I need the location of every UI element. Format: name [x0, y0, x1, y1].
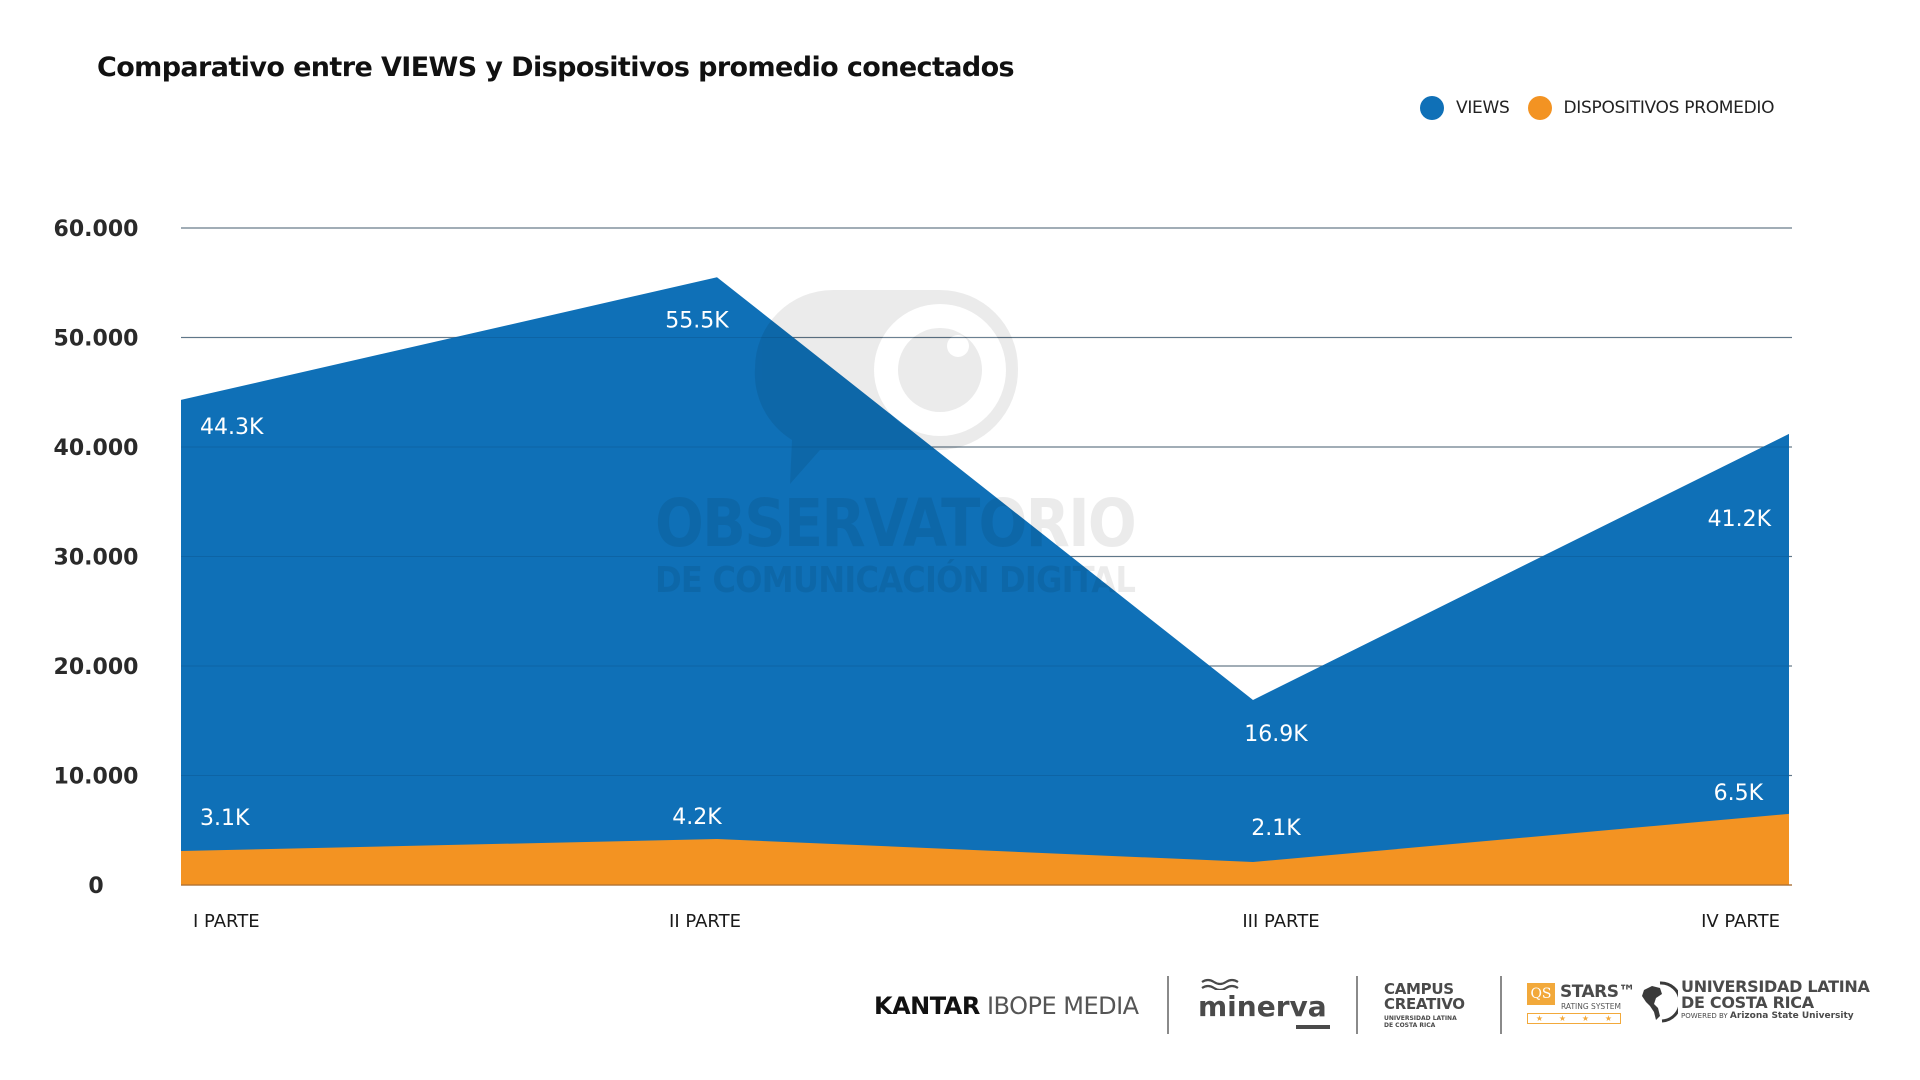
y-tick-label: 10.000 [54, 765, 139, 790]
legend: VIEWS DISPOSITIVOS PROMEDIO [1420, 96, 1792, 120]
y-axis: 0 10.000 20.000 30.000 40.000 50.000 60.000 [54, 217, 139, 899]
minerva-logo: minerva [1198, 990, 1327, 1023]
stars-subtitle: RATING SYSTEM [1561, 1002, 1621, 1011]
kantar-ibope-media-logo: KANTAR IBOPE MEDIA [874, 992, 1139, 1020]
x-tick-label: I PARTE [193, 911, 260, 932]
ulatina-powered: POWERED BY Arizona State University [1681, 1011, 1870, 1021]
data-label: 4.2K [672, 805, 722, 830]
y-tick-label: 40.000 [54, 436, 139, 461]
footer-divider [1167, 976, 1169, 1034]
legend-label-views: VIEWS [1456, 98, 1510, 118]
star-icon: ★ [1535, 1014, 1544, 1023]
footer-divider [1500, 976, 1502, 1034]
watermark-eye-icon [874, 304, 1006, 436]
legend-label-dispositivos: DISPOSITIVOS PROMEDIO [1563, 98, 1775, 118]
star-icon: ★ [1558, 1014, 1567, 1023]
series-areas [181, 227, 1792, 886]
asu-text: Arizona State University [1729, 1011, 1854, 1021]
minerva-underline [1296, 1025, 1330, 1029]
x-axis: I PARTE II PARTE III PARTE IV PARTE [193, 911, 1780, 932]
legend-swatch-views [1420, 96, 1444, 120]
legend-item-dispositivos[interactable]: DISPOSITIVOS PROMEDIO [1527, 96, 1775, 120]
data-label: 3.1K [200, 806, 250, 831]
campus-line4: DE COSTA RICA [1384, 1022, 1436, 1029]
kantar-text: KANTAR [874, 992, 980, 1020]
chart-title: Comparativo entre VIEWS y Dispositivos p… [97, 52, 1015, 83]
y-tick-label: 30.000 [54, 546, 139, 571]
footer-divider [1356, 976, 1358, 1034]
campus-creativo-logo: CAMPUS CREATIVO UNIVERSIDAD LATINA DE CO… [1384, 980, 1465, 1030]
campus-line2: CREATIVO [1384, 995, 1465, 1013]
data-label: 55.5K [665, 308, 729, 333]
area-chart: OBSERVATORIO DE COMUNICACIÓN DIGITAL 0 10… [54, 217, 1792, 932]
data-label: 6.5K [1714, 781, 1764, 806]
watermark: OBSERVATORIO DE COMUNICACIÓN DIGITAL [655, 290, 1137, 601]
legend-swatch-dispositivos [1527, 96, 1552, 120]
y-tick-label: 20.000 [54, 655, 139, 680]
powered-by-text: POWERED BY [1681, 1012, 1728, 1020]
watermark-line2: DE COMUNICACIÓN DIGITAL [655, 559, 1135, 601]
ulatina-line1: UNIVERSIDAD LATINA [1681, 977, 1870, 996]
globe-icon [1642, 981, 1678, 1023]
star-icon: ★ [1604, 1014, 1613, 1023]
minerva-waves-icon [1201, 978, 1239, 990]
legend-item-views[interactable]: VIEWS [1420, 96, 1510, 120]
x-tick-label: III PARTE [1242, 911, 1319, 932]
stars-rating: ★ ★ ★ ★ [1527, 1013, 1621, 1024]
y-tick-label: 0 [88, 874, 103, 899]
watermark-bubble-icon [754, 290, 1019, 484]
area-dispositivos [181, 813, 1789, 885]
campus-line1: CAMPUS [1384, 980, 1454, 998]
watermark-highlight [947, 335, 969, 357]
watermark-pupil [898, 328, 982, 412]
area-views [181, 277, 1789, 885]
x-tick-label: IV PARTE [1701, 911, 1780, 932]
data-label: 44.3K [200, 415, 264, 440]
y-tick-label: 50.000 [54, 327, 139, 352]
universidad-latina-logo: UNIVERSIDAD LATINA DE COSTA RICA POWERED… [1681, 977, 1870, 1022]
x-tick-label: II PARTE [669, 911, 741, 932]
data-label: 16.9K [1244, 722, 1308, 747]
ibope-media-text: IBOPE MEDIA [986, 992, 1139, 1020]
ulatina-line2: DE COSTA RICA [1681, 993, 1814, 1012]
campus-line3: UNIVERSIDAD LATINA [1384, 1015, 1457, 1022]
data-labels: 44.3K 55.5K 16.9K 41.2K 3.1K 4.2K 2.1K 6.5K [200, 308, 1772, 841]
star-icon: ★ [1581, 1014, 1590, 1023]
y-tick-label: 60.000 [54, 217, 139, 242]
watermark-line1: OBSERVATORIO [655, 485, 1135, 562]
qs-logo: QS [1527, 983, 1555, 1005]
data-label: 2.1K [1251, 816, 1301, 841]
stars-title: STARS™ [1560, 982, 1636, 1002]
data-label: 41.2K [1708, 507, 1772, 532]
